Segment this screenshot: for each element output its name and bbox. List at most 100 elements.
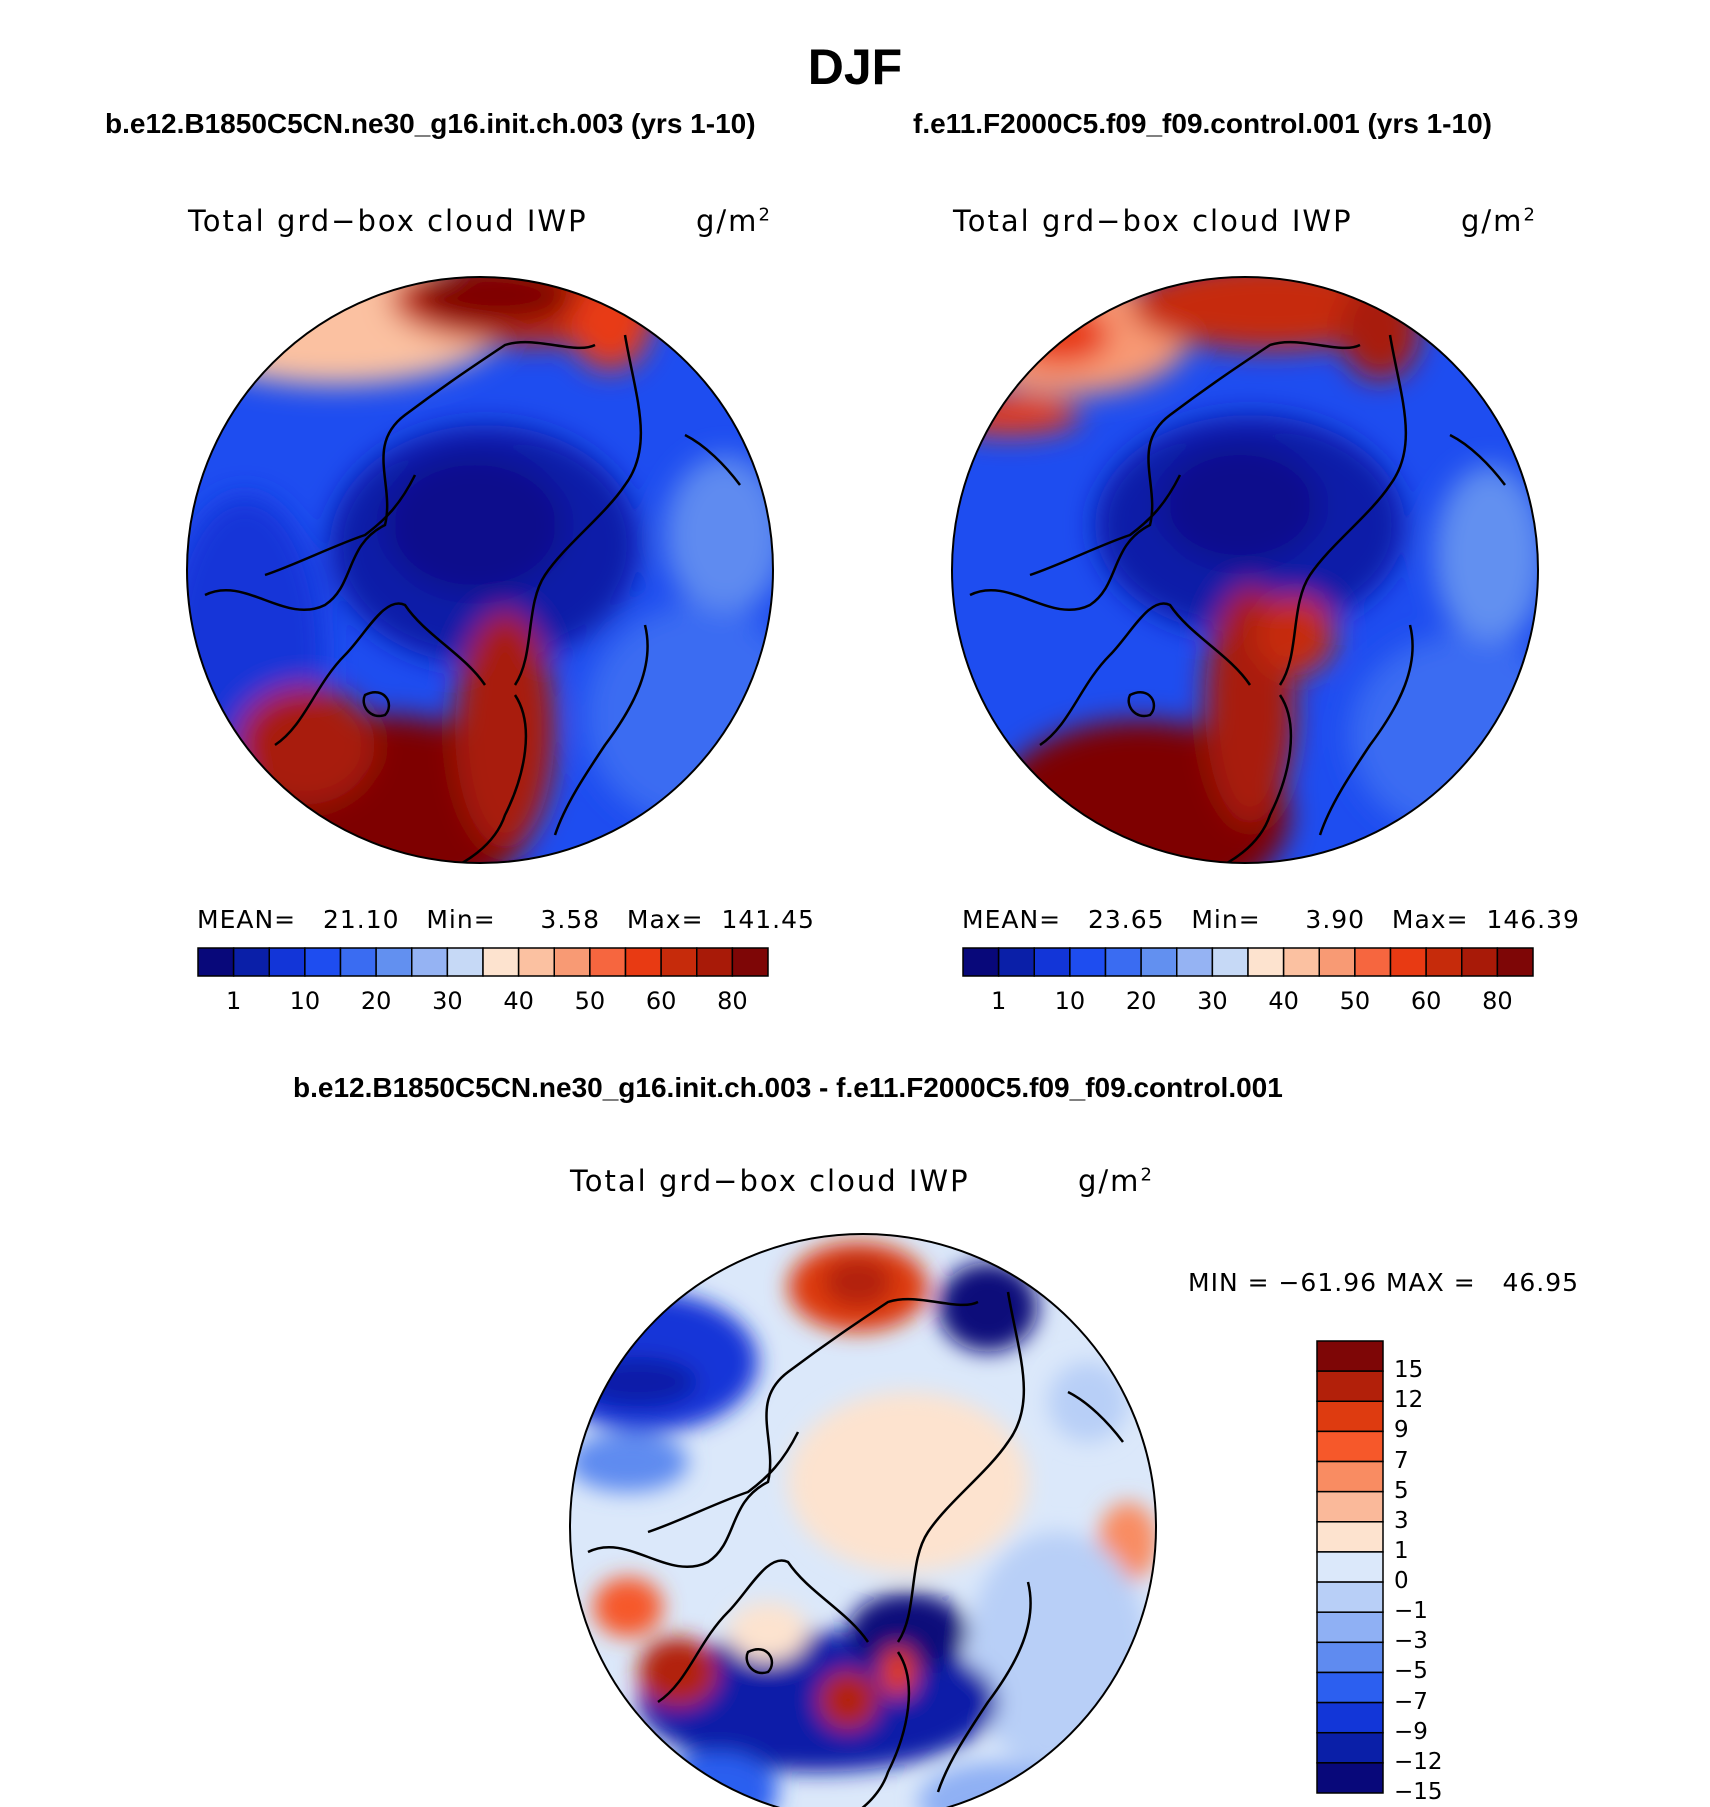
diff-colorbar-tick-label: 9	[1394, 1417, 1409, 1444]
colorbar-swatch	[411, 947, 449, 977]
colorbar-swatch	[197, 947, 235, 977]
diff-colorbar-tick-label: −9	[1394, 1718, 1428, 1745]
colorbar-swatch	[1316, 1490, 1384, 1523]
diff-colorbar-tick-label: 3	[1394, 1507, 1409, 1534]
diff-colorbar-tick-label: −3	[1394, 1628, 1428, 1655]
diff-colorbar	[1316, 1340, 1384, 1794]
colorbar-swatch	[1316, 1430, 1384, 1463]
colorbar-swatch	[1316, 1340, 1384, 1372]
colorbar-swatch	[1425, 947, 1463, 977]
diff-colorbar-tick-label: −5	[1394, 1658, 1428, 1685]
colorbar-swatch	[1104, 947, 1142, 977]
right-case-title: f.e11.F2000C5.f09_f09.control.001 (yrs 1…	[913, 108, 1492, 139]
colorbar-swatch	[339, 947, 377, 977]
colorbar-swatch	[696, 947, 734, 977]
colorbar-swatch	[731, 947, 769, 977]
left-colorbar-tick-label: 1	[225, 987, 242, 1015]
diff-variable-label: Total grd−box cloud IWP	[570, 1164, 970, 1198]
colorbar-swatch	[624, 947, 662, 977]
diff-units-label: g/m2	[1078, 1164, 1154, 1198]
colorbar-swatch	[1140, 947, 1178, 977]
colorbar-swatch	[446, 947, 484, 977]
diff-colorbar-tick-label: −1	[1394, 1598, 1428, 1625]
right-colorbar-labels: 1 10 20 30 40 50 60 80	[962, 987, 1534, 1017]
diff-polar-map	[569, 1233, 1157, 1807]
colorbar-swatch	[660, 947, 698, 977]
colorbar-swatch	[232, 947, 270, 977]
diff-stats: MIN = −61.96 MAX = 46.95	[1188, 1268, 1580, 1297]
left-case-title: b.e12.B1850C5CN.ne30_g16.init.ch.003 (yr…	[105, 108, 756, 139]
diff-colorbar-tick-label: 15	[1394, 1357, 1424, 1384]
colorbar-swatch	[1247, 947, 1285, 977]
colorbar-swatch	[1461, 947, 1499, 977]
colorbar-swatch	[1316, 1460, 1384, 1493]
page-title: DJF	[807, 39, 903, 95]
colorbar-swatch	[553, 947, 591, 977]
colorbar-swatch	[1316, 1671, 1384, 1704]
left-variable-label: Total grd−box cloud IWP	[188, 204, 588, 238]
colorbar-swatch	[1316, 1641, 1384, 1674]
right-colorbar-tick-label: 40	[1268, 987, 1299, 1015]
colorbar-swatch	[1033, 947, 1071, 977]
colorbar-swatch	[1316, 1762, 1384, 1794]
colorbar-swatch	[997, 947, 1035, 977]
left-colorbar-tick-label: 50	[574, 987, 606, 1015]
colorbar-swatch	[268, 947, 306, 977]
diff-colorbar-tick-label: 5	[1394, 1477, 1409, 1504]
colorbar-swatch	[1354, 947, 1392, 977]
colorbar-swatch	[1211, 947, 1249, 977]
diff-colorbar-tick-label: −12	[1394, 1748, 1443, 1775]
left-stats: MEAN= 21.10 Min= 3.58 Max= 141.45	[197, 905, 815, 934]
right-colorbar-tick-label: 20	[1125, 987, 1157, 1015]
colorbar-swatch	[482, 947, 520, 977]
left-colorbar-tick-label: 10	[289, 987, 321, 1015]
colorbar-swatch	[589, 947, 627, 977]
left-colorbar-tick-label: 60	[645, 987, 677, 1015]
right-colorbar-tick-label: 10	[1054, 987, 1086, 1015]
right-polar-map	[951, 276, 1539, 864]
diff-colorbar-tick-label: 12	[1394, 1387, 1424, 1414]
diff-colorbar-tick-label: 7	[1394, 1447, 1409, 1474]
colorbar-swatch	[1316, 1581, 1384, 1613]
left-colorbar-tick-label: 80	[717, 987, 748, 1015]
right-colorbar-tick-label: 1	[990, 987, 1007, 1015]
diff-colorbar-tick-label: 0	[1394, 1568, 1409, 1595]
colorbar-swatch	[962, 947, 1000, 977]
colorbar-swatch	[1316, 1370, 1384, 1403]
left-colorbar	[197, 947, 769, 977]
colorbar-swatch	[517, 947, 555, 977]
colorbar-swatch	[1316, 1521, 1384, 1553]
left-colorbar-tick-label: 30	[432, 987, 463, 1015]
colorbar-swatch	[1316, 1400, 1384, 1433]
colorbar-swatch	[375, 947, 413, 977]
diff-case-title: b.e12.B1850C5CN.ne30_g16.init.ch.003 - f…	[293, 1072, 1283, 1103]
colorbar-swatch	[1176, 947, 1214, 977]
right-colorbar-tick-label: 80	[1482, 987, 1513, 1015]
right-colorbar-tick-label: 60	[1410, 987, 1442, 1015]
colorbar-swatch	[1316, 1701, 1384, 1734]
colorbar-swatch	[304, 947, 342, 977]
left-units-label: g/m2	[696, 204, 772, 238]
right-colorbar-tick-label: 50	[1339, 987, 1371, 1015]
diff-colorbar-tick-label: −7	[1394, 1688, 1428, 1715]
right-colorbar	[962, 947, 1534, 977]
diff-colorbar-labels: 15 12 9 7 5 3 1 0 −1 −3 −5 −7 −9 −12 −15	[1394, 1340, 1514, 1805]
right-stats: MEAN= 23.65 Min= 3.90 Max= 146.39	[962, 905, 1580, 934]
colorbar-swatch	[1496, 947, 1534, 977]
colorbar-swatch	[1316, 1611, 1384, 1644]
left-polar-map	[186, 276, 774, 864]
colorbar-swatch	[1069, 947, 1107, 977]
right-units-label: g/m2	[1461, 204, 1537, 238]
left-colorbar-tick-label: 40	[503, 987, 534, 1015]
colorbar-swatch	[1316, 1551, 1384, 1583]
right-colorbar-tick-label: 30	[1197, 987, 1228, 1015]
right-variable-label: Total grd−box cloud IWP	[953, 204, 1353, 238]
colorbar-swatch	[1318, 947, 1356, 977]
diff-colorbar-tick-label: 1	[1394, 1537, 1409, 1564]
colorbar-swatch	[1316, 1731, 1384, 1764]
colorbar-swatch	[1389, 947, 1427, 977]
diff-colorbar-tick-label: −15	[1394, 1779, 1443, 1805]
colorbar-swatch	[1282, 947, 1320, 977]
left-colorbar-labels: 1 10 20 30 40 50 60 80	[197, 987, 769, 1017]
left-colorbar-tick-label: 20	[360, 987, 392, 1015]
